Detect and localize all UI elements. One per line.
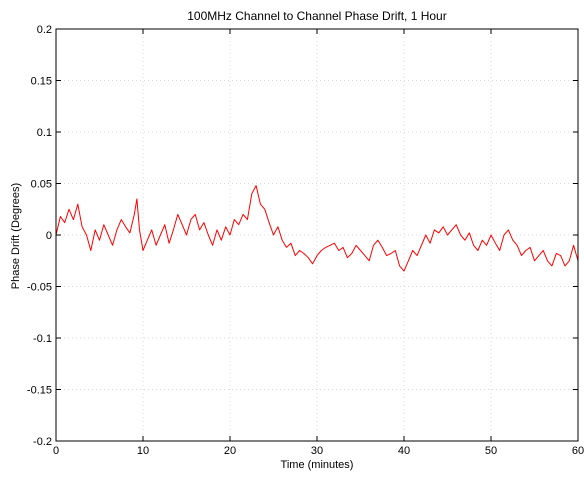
y-tick-label: -0.15 (27, 385, 52, 397)
x-tick-label: 60 (572, 445, 584, 457)
phase-drift-line (55, 185, 579, 272)
y-axis-label: Phase Drift (Degrees) (10, 183, 22, 289)
y-tick-label: 0.05 (31, 179, 52, 191)
x-tick-label: 0 (53, 445, 59, 457)
x-tick-label: 50 (485, 445, 497, 457)
y-tick-label: 0 (46, 230, 52, 242)
y-tick-label: 0.2 (37, 24, 52, 36)
chart-title: 100MHz Channel to Channel Phase Drift, 1… (187, 9, 446, 23)
y-tick-label: -0.1 (33, 333, 52, 345)
series-layer (55, 185, 579, 272)
axis-layer: 0 10 20 30 40 50 60 -0.2 -0.15 -0.1 -0.05 0 0.05 0.1 0… (27, 24, 584, 457)
x-tick-label: 10 (137, 445, 149, 457)
x-tick-label: 30 (311, 445, 323, 457)
grid-layer (56, 29, 578, 441)
y-tick-label: 0.15 (31, 76, 52, 88)
x-tick-label: 20 (224, 445, 236, 457)
x-axis-label: Time (minutes) (281, 459, 354, 471)
x-tick-label: 40 (398, 445, 410, 457)
y-tick-label: 0.1 (37, 127, 52, 139)
y-tick-label: -0.05 (27, 282, 52, 294)
y-tick-label: -0.2 (33, 436, 52, 448)
